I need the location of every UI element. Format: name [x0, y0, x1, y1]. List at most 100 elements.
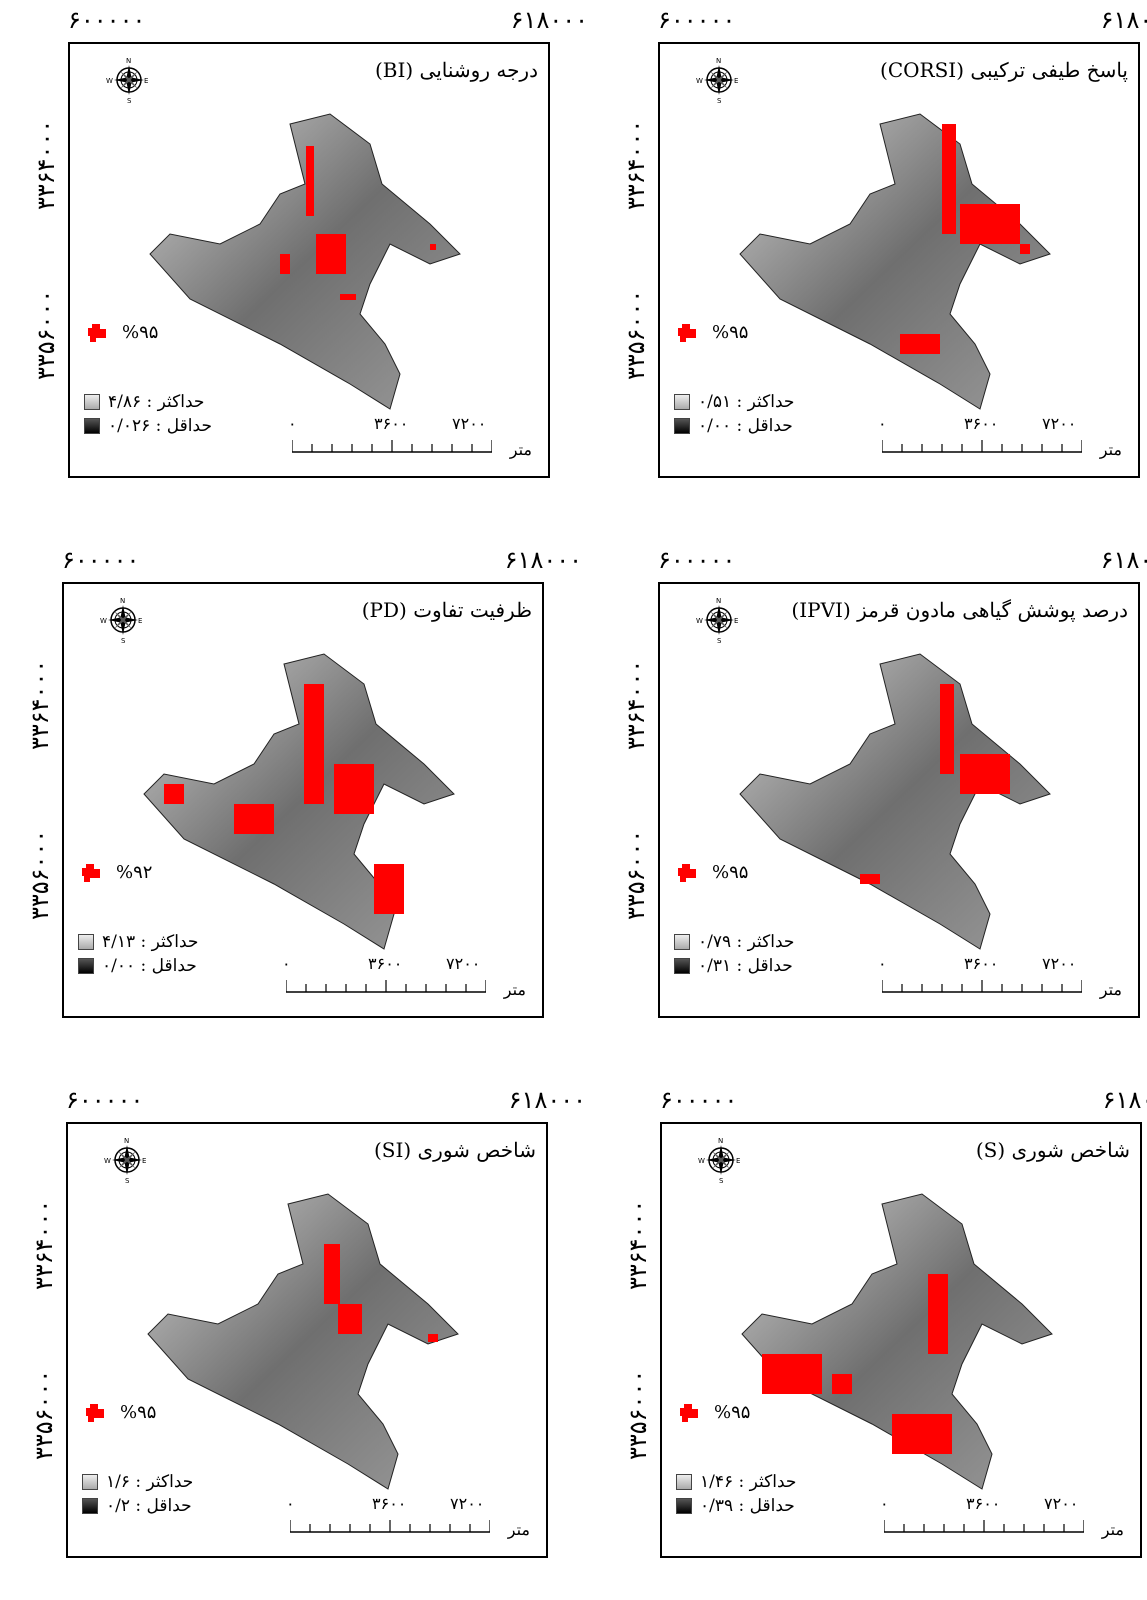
compass-s: S	[717, 97, 722, 104]
x-coord-left: ۶۰۰۰۰۰	[660, 1086, 738, 1114]
max-swatch	[676, 1474, 692, 1490]
value-range-legend: حداکثر : ۱/۶ حداقل : ۰/۲	[82, 1470, 193, 1518]
scale-ticks	[882, 440, 1082, 453]
value-range-legend: حداکثر : ۴/۱۳ حداقل : ۰/۰۰	[78, 930, 198, 978]
compass-e: E	[142, 1157, 146, 1165]
significant-area-patch	[928, 1274, 948, 1354]
significant-area-patch	[1020, 244, 1030, 254]
y-coord-bottom: ۳۳۵۶۰۰۰	[32, 289, 60, 380]
scale-zero: ۰	[878, 954, 887, 973]
significance-legend: %۹۵	[678, 322, 748, 343]
value-range-legend: حداکثر : ۰/۷۹ حداقل : ۰/۳۱	[674, 930, 794, 978]
scale-zero: ۰	[282, 954, 291, 973]
significance-swatch-icon	[678, 323, 696, 342]
value-range-legend: حداکثر : ۰/۵۱ حداقل : ۰/۰۰	[674, 390, 794, 438]
y-coord-top: ۳۳۶۴۰۰۰	[624, 1199, 652, 1290]
significant-area-patch	[892, 1414, 952, 1454]
max-label: حداکثر : ۴/۱۳	[102, 932, 199, 952]
panel-title: ظرفیت تفاوت (PD)	[361, 598, 532, 622]
significant-area-patch	[940, 684, 954, 774]
scale-end: ۷۲۰۰	[1044, 1494, 1079, 1513]
significant-area-patch	[338, 1304, 362, 1334]
min-swatch	[674, 418, 690, 434]
study-area-map	[143, 653, 455, 950]
significance-legend: %۹۵	[88, 322, 158, 343]
max-swatch	[84, 394, 100, 410]
significance-swatch-icon	[82, 863, 100, 882]
map-panel-6: ۶۰۰۰۰۰ ۶۱۸۰۰۰ شاخص شوری (S) N S E W	[624, 1080, 1147, 1600]
compass-w: W	[106, 77, 113, 85]
significance-label: %۹۲	[116, 862, 153, 883]
compass-n: N	[126, 57, 131, 65]
significant-area-patch	[960, 754, 1010, 794]
significant-area-patch	[164, 784, 184, 804]
y-coord-bottom: ۳۳۵۶۰۰۰	[30, 1369, 58, 1460]
max-swatch	[674, 934, 690, 950]
min-label: حداقل : ۰/۲	[106, 1496, 192, 1516]
scale-unit: متر	[509, 440, 532, 459]
x-coord-right: ۶۱۸۰۰۰	[1100, 546, 1147, 574]
compass-s: S	[127, 97, 132, 104]
scale-zero: ۰	[286, 1494, 295, 1513]
compass-w: W	[698, 1157, 705, 1165]
map-frame: شاخص شوری (SI) N S E W	[66, 1122, 548, 1558]
compass-s: S	[717, 637, 722, 644]
significant-area-patch	[832, 1374, 852, 1394]
significant-area-patch	[900, 334, 940, 354]
panel-title: شاخص شوری (S)	[975, 1138, 1130, 1162]
x-coord-left: ۶۰۰۰۰۰	[658, 546, 736, 574]
panel-title: شاخص شوری (SI)	[373, 1138, 536, 1162]
max-label: حداکثر : ۰/۵۱	[698, 392, 795, 412]
compass-w: W	[696, 617, 703, 625]
significance-label: %۹۵	[712, 862, 749, 883]
compass-icon: N S E W	[106, 57, 148, 104]
scale-zero: ۰	[288, 414, 297, 433]
scale-end: ۷۲۰۰	[446, 954, 481, 973]
scale-unit: متر	[1099, 980, 1122, 999]
scale-unit: متر	[1101, 1520, 1124, 1539]
min-label: حداقل : ۰/۰۲۶	[108, 416, 212, 436]
map-panel-3: ۶۰۰۰۰۰ ۶۱۸۰۰۰ ظرفیت تفاوت (PD) N S E W	[26, 540, 582, 1060]
x-coord-right: ۶۱۸۰۰۰	[510, 6, 588, 34]
compass-s: S	[125, 1177, 130, 1184]
min-swatch	[78, 958, 94, 974]
scale-bar: ۰ ۳۶۰۰ ۷۲۰۰ متر	[282, 954, 526, 1004]
compass-w: W	[100, 617, 107, 625]
study-area-map	[739, 653, 1051, 950]
min-swatch	[84, 418, 100, 434]
scale-end: ۷۲۰۰	[452, 414, 487, 433]
study-area-map	[739, 113, 1051, 410]
x-coord-left: ۶۰۰۰۰۰	[658, 6, 736, 34]
scale-ticks	[884, 1520, 1084, 1533]
significant-area-patch	[430, 244, 436, 250]
significant-area-patch	[334, 764, 374, 814]
max-label: حداکثر : ۱/۶	[106, 1472, 194, 1492]
compass-e: E	[734, 617, 738, 625]
max-label: حداکثر : ۰/۷۹	[698, 932, 795, 952]
scale-bar: ۰ ۳۶۰۰ ۷۲۰۰ متر	[878, 414, 1122, 464]
compass-s: S	[719, 1177, 724, 1184]
scale-ticks	[290, 1520, 490, 1533]
scale-bar: ۰ ۳۶۰۰ ۷۲۰۰ متر	[288, 414, 532, 464]
x-coord-right: ۶۱۸۰۰۰	[1100, 6, 1147, 34]
x-coord-right: ۶۱۸۰۰۰	[504, 546, 582, 574]
scale-ticks	[286, 980, 486, 993]
compass-n: N	[716, 57, 721, 65]
x-coord-left: ۶۰۰۰۰۰	[66, 1086, 144, 1114]
significance-legend: %۹۵	[678, 862, 748, 883]
significant-area-patch	[428, 1334, 438, 1342]
scale-ticks	[882, 980, 1082, 993]
y-coord-top: ۳۳۶۴۰۰۰	[32, 119, 60, 210]
y-coord-bottom: ۳۳۵۶۰۰۰	[622, 829, 650, 920]
map-frame: ظرفیت تفاوت (PD) N S E W	[62, 582, 544, 1018]
significant-area-patch	[324, 1244, 340, 1304]
significance-label: %۹۵	[714, 1402, 751, 1423]
significant-area-patch	[374, 864, 404, 914]
compass-e: E	[144, 77, 148, 85]
significant-area-patch	[234, 804, 274, 834]
significance-legend: %۹۲	[82, 862, 152, 883]
compass-n: N	[124, 1137, 129, 1145]
y-coord-bottom: ۳۳۵۶۰۰۰	[622, 289, 650, 380]
compass-icon: N S E W	[696, 597, 738, 644]
min-swatch	[82, 1498, 98, 1514]
